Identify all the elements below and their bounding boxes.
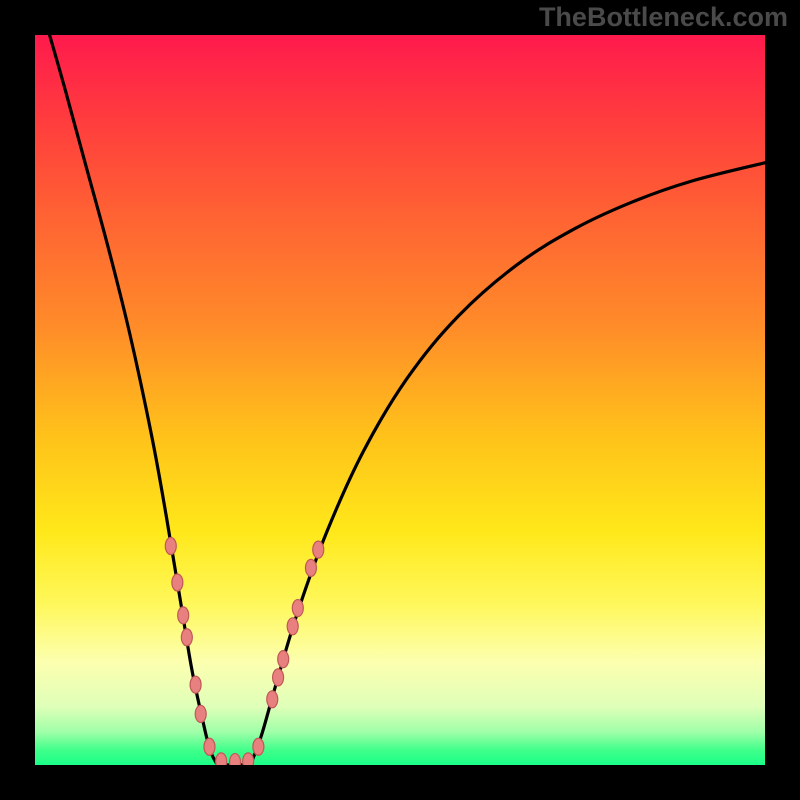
marker-point xyxy=(165,538,176,555)
marker-point xyxy=(195,705,206,722)
marker-point xyxy=(243,753,254,765)
plot-area xyxy=(35,35,765,765)
marker-point xyxy=(313,541,324,558)
watermark-text: TheBottleneck.com xyxy=(539,2,788,33)
marker-point xyxy=(267,691,278,708)
marker-point xyxy=(172,574,183,591)
marker-point xyxy=(253,738,264,755)
marker-point xyxy=(287,618,298,635)
marker-point xyxy=(292,600,303,617)
marker-point xyxy=(178,607,189,624)
marker-point xyxy=(278,651,289,668)
marker-point xyxy=(181,629,192,646)
marker-point xyxy=(273,669,284,686)
marker-point xyxy=(230,754,241,765)
marker-point xyxy=(204,738,215,755)
marker-point xyxy=(216,753,227,765)
chart-svg xyxy=(35,35,765,765)
marker-point xyxy=(305,559,316,576)
marker-point xyxy=(190,676,201,693)
